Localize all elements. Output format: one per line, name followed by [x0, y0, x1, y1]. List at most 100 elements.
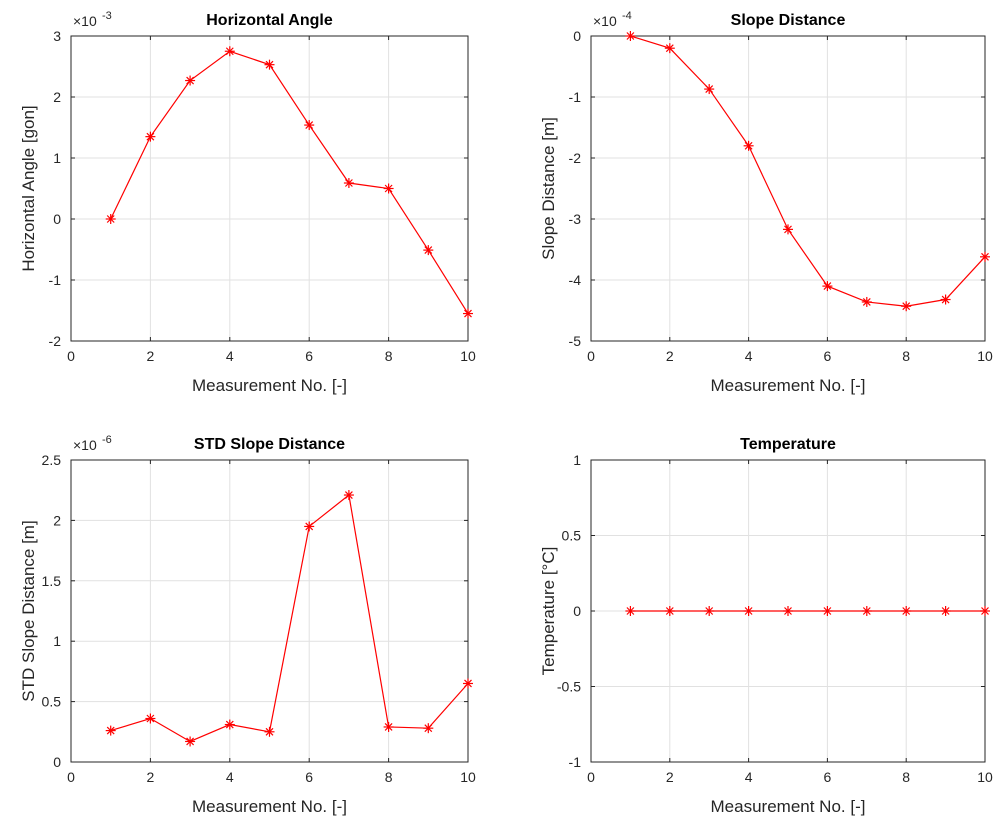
- axes-box: [590, 35, 986, 342]
- y-tick-label: -1: [49, 272, 62, 288]
- marker-stroke: [464, 679, 472, 688]
- data-point-marker: [185, 75, 196, 86]
- y-exponent-label: ×10: [593, 13, 617, 29]
- marker-stroke: [265, 727, 274, 736]
- data-point-marker: [304, 120, 315, 131]
- y-axis-label: Horizontal Angle [gon]: [19, 105, 38, 271]
- x-tick-label: 10: [460, 348, 476, 364]
- marker-stroke: [744, 607, 753, 615]
- y-exponent-power: -3: [102, 10, 112, 22]
- y-tick-label: -3: [569, 211, 582, 227]
- x-tick-label: 6: [824, 769, 832, 785]
- data-point-marker: [383, 183, 394, 194]
- marker-stroke: [344, 179, 353, 187]
- marker-stroke: [862, 298, 871, 306]
- x-tick-label: 4: [226, 348, 234, 364]
- marker-stroke: [225, 47, 234, 56]
- data-point-marker: [664, 43, 675, 54]
- y-tick-label: 1: [53, 633, 61, 649]
- y-tick-label: 2: [53, 89, 61, 105]
- data-point-marker: [980, 251, 990, 262]
- data-point-marker: [343, 178, 354, 189]
- y-axis-label: Temperature [°C]: [539, 547, 558, 676]
- data-point-marker: [423, 245, 434, 256]
- marker-stroke: [146, 132, 155, 141]
- data-point-marker: [980, 606, 990, 616]
- y-tick-label: 1: [53, 150, 61, 166]
- data-point-marker: [625, 31, 636, 41]
- data-point-marker: [185, 736, 196, 747]
- y-tick-label: -5: [569, 333, 582, 349]
- series-line: [110, 493, 469, 743]
- x-tick-label: 4: [745, 769, 753, 785]
- x-tick-label: 10: [460, 769, 476, 785]
- marker-stroke: [902, 607, 911, 615]
- marker-stroke: [981, 607, 989, 615]
- x-axis-label: Measurement No. [-]: [711, 376, 866, 395]
- x-tick-label: 6: [305, 348, 313, 364]
- marker-stroke: [705, 607, 714, 615]
- subplot-2: 0 2 4 6 8 10 -5 -4 -3 -2 -1 0 ×10 -4 Slope Distance Mea…: [539, 10, 993, 395]
- marker-stroke: [464, 309, 472, 318]
- data-point-marker: [861, 606, 872, 616]
- marker-stroke: [344, 491, 353, 499]
- chart-title: STD Slope Distance: [194, 436, 345, 453]
- subplot-1: 0 2 4 6 8 10 -2 -1 0 1 2 3 ×10 -3 Horizontal Angle Meas…: [19, 10, 476, 395]
- marker-stroke: [626, 32, 635, 40]
- y-tick-label: 1: [573, 452, 581, 468]
- marker-stroke: [744, 141, 753, 150]
- data-point-marker: [304, 521, 315, 532]
- chart-title: Temperature: [740, 436, 836, 453]
- marker-stroke: [186, 76, 195, 85]
- y-tick-label: 2: [53, 512, 61, 528]
- chart-title: Slope Distance: [731, 12, 846, 29]
- y-tick-label: 2.5: [42, 452, 62, 468]
- marker-stroke: [784, 607, 792, 615]
- data-point-marker: [783, 224, 793, 235]
- data-point-marker: [861, 296, 872, 307]
- marker-stroke: [626, 607, 635, 615]
- data-point-marker: [383, 721, 394, 732]
- series-line: [630, 35, 986, 307]
- marker-stroke: [823, 607, 832, 615]
- data-point-marker: [224, 46, 235, 57]
- marker-stroke: [106, 215, 115, 223]
- subplot-3: 0 2 4 6 8 10 0 0.5 1 1.5 2 2.5 ×10 -6 STD Slope Distan…: [19, 434, 476, 816]
- y-exponent-power: -6: [102, 434, 112, 446]
- axes-box: [70, 459, 469, 763]
- x-tick-label: 2: [147, 348, 155, 364]
- data-point-marker: [343, 490, 354, 501]
- marker-stroke: [665, 607, 674, 615]
- x-tick-label: 10: [977, 769, 993, 785]
- data-point-marker: [704, 84, 715, 95]
- marker-stroke: [305, 522, 314, 531]
- y-tick-label: -2: [569, 150, 582, 166]
- x-axis-label: Measurement No. [-]: [192, 797, 347, 816]
- y-tick-label: 0: [53, 211, 61, 227]
- data-point-marker: [145, 713, 156, 724]
- x-tick-label: 8: [902, 348, 910, 364]
- marker-stroke: [424, 724, 433, 733]
- data-point-marker: [463, 678, 473, 689]
- y-tick-label: 0.5: [562, 528, 582, 544]
- data-point-marker: [822, 606, 833, 616]
- x-tick-label: 4: [745, 348, 753, 364]
- marker-stroke: [941, 295, 950, 304]
- x-tick-label: 6: [824, 348, 832, 364]
- marker-stroke: [424, 246, 433, 255]
- marker-stroke: [981, 252, 989, 261]
- data-point-marker: [783, 606, 793, 616]
- data-point-marker: [264, 59, 275, 70]
- subplot-4: 0 2 4 6 8 10 -1 -0.5 0 0.5 1 Temperature Measurement…: [539, 436, 993, 816]
- data-point-marker: [145, 131, 156, 142]
- marker-stroke: [862, 607, 871, 615]
- y-tick-label: -0.5: [557, 679, 581, 695]
- y-tick-label: -1: [569, 754, 582, 770]
- marker-stroke: [305, 121, 314, 129]
- x-tick-label: 2: [666, 769, 674, 785]
- data-point-marker: [224, 719, 235, 730]
- data-point-marker: [423, 723, 434, 734]
- data-point-marker: [105, 725, 116, 736]
- data-point-marker: [743, 606, 754, 616]
- x-tick-label: 0: [587, 769, 595, 785]
